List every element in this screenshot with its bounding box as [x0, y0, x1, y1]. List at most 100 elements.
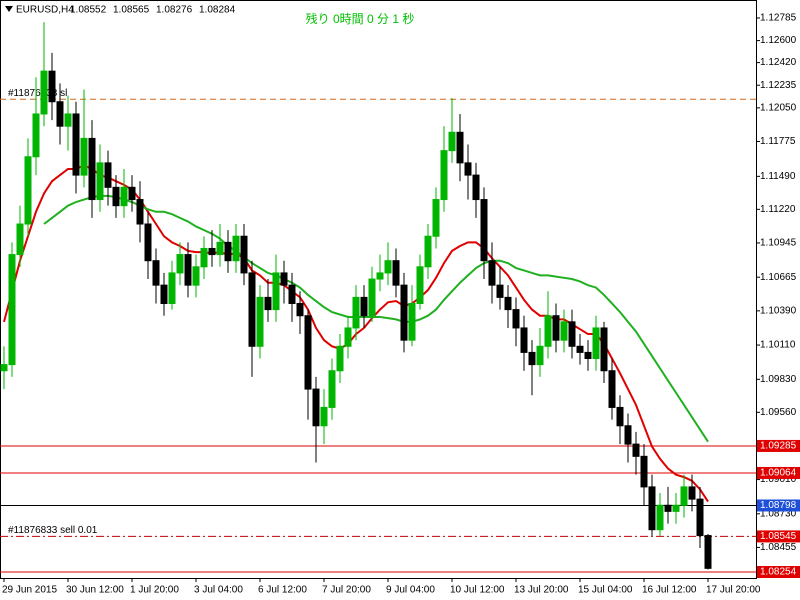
candle-body [184, 254, 192, 286]
price-tag [757, 530, 800, 543]
candle-body [208, 247, 216, 256]
y-tick-label: 1.12050 [760, 102, 797, 113]
candle-body [624, 425, 632, 445]
candle-body [48, 70, 56, 103]
candle-body [32, 113, 40, 158]
candle-body [656, 504, 664, 531]
candle-body [608, 370, 616, 408]
x-tick-label: 7 Jul 20:00 [322, 585, 371, 596]
x-tick-label: 15 Jul 04:00 [578, 585, 633, 596]
candle-body [480, 199, 488, 262]
y-tick-label: 1.11490 [760, 171, 796, 182]
candle-body [200, 247, 208, 268]
candle-body [520, 327, 528, 353]
candle-body [568, 321, 576, 347]
candle-body [600, 327, 608, 372]
candle-body [176, 254, 184, 274]
candle-body [88, 137, 96, 201]
candle-body [544, 315, 552, 347]
y-tick-label: 1.08455 [760, 542, 797, 553]
x-tick-label: 13 Jul 20:00 [514, 585, 569, 596]
candle-body [416, 266, 424, 304]
price-tag [757, 439, 800, 452]
candle-body [376, 272, 384, 280]
candle-body [120, 186, 128, 207]
candle-body [40, 70, 48, 115]
menu-triangle [5, 6, 13, 12]
candle-body [248, 272, 256, 347]
last-close: 1.08284 [199, 5, 236, 16]
candle-body [344, 327, 352, 347]
candle-body [464, 162, 472, 176]
price-tag-label: 1.08798 [760, 500, 797, 511]
price-tag-label: 1.09064 [760, 468, 797, 479]
candle-body [56, 101, 64, 127]
y-tick-label: 1.10390 [760, 305, 797, 316]
y-tick-label: 1.10665 [760, 272, 797, 283]
candle-body [72, 113, 80, 176]
candle-body [384, 260, 392, 274]
y-tick-label: 1.09560 [760, 407, 797, 418]
symbol: EURUSD,H4 [16, 5, 74, 16]
candle-body [104, 162, 112, 188]
candle-body [496, 284, 504, 298]
candle-body [304, 315, 312, 390]
candle-body [640, 455, 648, 488]
candle-body [256, 296, 264, 347]
x-tick-label: 10 Jul 12:00 [450, 585, 505, 596]
x-tick-label: 16 Jul 12:00 [642, 585, 697, 596]
last-open: 1.08552 [70, 5, 107, 16]
y-tick-label: 1.10110 [760, 340, 796, 351]
candle-body [472, 174, 480, 201]
candle-body [432, 199, 440, 237]
candle-body [264, 296, 272, 311]
y-tick-label: 1.12600 [760, 35, 797, 46]
candle-body [16, 223, 24, 256]
moving-average [43, 194, 709, 443]
y-tick-label: 1.12420 [760, 57, 797, 68]
candle-body [224, 241, 232, 262]
price-tag-label: 1.08545 [760, 531, 797, 542]
candle-body [296, 302, 304, 317]
candle-body [632, 443, 640, 457]
candle-body [424, 235, 432, 268]
candle-body [144, 223, 152, 262]
price-tag [757, 466, 800, 479]
y-tick-label: 1.09830 [760, 374, 797, 385]
candle-body [704, 535, 712, 569]
candle-body [320, 406, 328, 427]
candle-body [328, 370, 336, 408]
candle-body [280, 272, 288, 286]
candle-body [240, 235, 248, 274]
candle-body [672, 504, 680, 512]
x-tick-label: 6 Jul 12:00 [258, 585, 307, 596]
candle-body [512, 309, 520, 329]
candle-body [400, 284, 408, 341]
plot-frame [0, 0, 757, 579]
candle-body [64, 113, 72, 127]
candle-body [192, 266, 200, 286]
candle-body [576, 345, 584, 353]
candle-body [312, 388, 320, 427]
candle-body [0, 364, 8, 372]
y-tick-label: 1.11220 [760, 204, 796, 215]
candle-body [584, 351, 592, 360]
y-tick-label: 1.12235 [760, 80, 797, 91]
candle-body [232, 235, 240, 262]
x-tick-label: 29 Jun 2015 [2, 585, 57, 596]
y-tick-label: 1.11775 [760, 136, 796, 147]
candle-body [488, 260, 496, 286]
candle-body [616, 406, 624, 427]
candle-body [24, 156, 32, 225]
candle-body [136, 199, 144, 225]
candle-body [112, 186, 120, 207]
candle-body [80, 137, 88, 176]
candle-body [448, 131, 456, 152]
level-text: #11876833 sell 0.01 [8, 525, 98, 536]
price-tag-label: 1.09285 [760, 441, 797, 452]
candle-body [552, 315, 560, 341]
last-high: 1.08565 [113, 5, 150, 16]
candle-body [128, 186, 136, 201]
candle-body [288, 284, 296, 304]
